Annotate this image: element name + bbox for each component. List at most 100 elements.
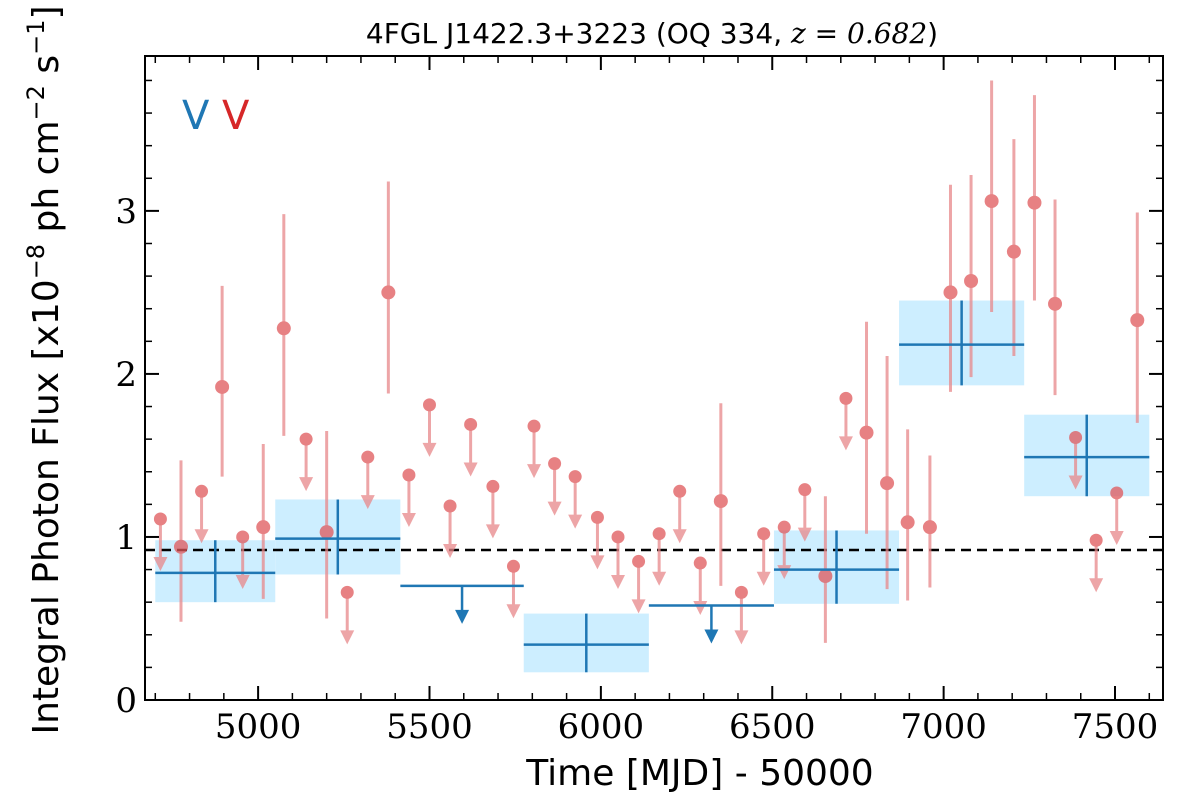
short-bin-ul-marker-10 xyxy=(361,450,375,464)
x-tick-label-5: 7500 xyxy=(1072,707,1159,747)
short-bin-ul-marker-2 xyxy=(195,484,209,498)
x-axis-ticks: 5000 5500 6000 6500 7000 7500 xyxy=(154,56,1159,747)
short-bin-point-24 xyxy=(652,527,667,586)
short-bin-marker-38 xyxy=(943,285,958,300)
short-bin-point-8 xyxy=(319,430,334,619)
short-bin-ul-arrow-28 xyxy=(734,630,749,645)
short-bin-ul-marker-23 xyxy=(632,554,646,568)
short-bin-marker-3 xyxy=(215,379,230,394)
short-bin-ul-arrow-0 xyxy=(153,557,168,572)
short-bin-ul-arrow-7 xyxy=(299,477,314,492)
y-tick-label-2: 2 xyxy=(115,355,137,395)
short-bin-ul-arrow-45 xyxy=(1089,578,1104,593)
long-bin-ul-arrow-4 xyxy=(704,629,719,644)
short-bin-ul-arrow-24 xyxy=(652,571,667,586)
short-bin-point-9 xyxy=(340,585,355,645)
short-bin-point-0 xyxy=(153,512,168,572)
short-bin-marker-34 xyxy=(859,425,874,440)
short-bin-marker-32 xyxy=(818,569,833,584)
chart-title: 4FGL J1422.3+3223 (OQ 334, z = 0.682) xyxy=(366,17,938,50)
short-bin-ul-arrow-44 xyxy=(1068,475,1083,490)
short-bin-ul-arrow-2 xyxy=(194,529,209,544)
short-bin-ul-arrow-19 xyxy=(547,501,562,516)
short-bin-point-10 xyxy=(360,450,375,510)
y-tick-label-3: 3 xyxy=(115,192,137,232)
short-bin-ul-marker-44 xyxy=(1069,431,1083,445)
short-bin-ul-arrow-16 xyxy=(485,524,500,539)
short-bin-ul-arrow-17 xyxy=(506,604,521,619)
short-bin-point-7 xyxy=(299,432,314,492)
short-bin-ul-arrow-14 xyxy=(443,543,458,558)
short-bin-point-38 xyxy=(943,184,958,392)
short-bin-point-37 xyxy=(922,455,937,588)
x-axis-label: Time [MJD] - 50000 xyxy=(525,753,873,794)
short-bin-ul-marker-24 xyxy=(652,527,666,541)
short-bin-ul-marker-21 xyxy=(590,510,604,524)
short-bin-ul-marker-12 xyxy=(402,468,416,482)
short-bin-ul-marker-4 xyxy=(236,530,250,544)
chart-title-redshift: z = 0.682 xyxy=(790,17,927,50)
short-bin-ul-arrow-12 xyxy=(401,513,416,528)
short-bin-marker-5 xyxy=(256,520,271,535)
short-bin-ul-marker-15 xyxy=(464,417,478,431)
short-bin-ul-marker-26 xyxy=(693,556,707,570)
short-bin-marker-39 xyxy=(964,273,979,288)
short-bin-ul-marker-9 xyxy=(340,585,354,599)
y-axis-label-main: Integral Photon Flux [x10 xyxy=(26,279,67,734)
short-bin-marker-36 xyxy=(900,515,915,530)
short-bin-point-18 xyxy=(527,419,542,479)
short-bin-marker-11 xyxy=(381,285,396,300)
short-bin-point-42 xyxy=(1027,95,1042,301)
y-tick-label-1: 1 xyxy=(115,518,137,558)
short-bin-point-16 xyxy=(485,479,500,539)
short-bin-marker-42 xyxy=(1027,195,1042,210)
short-bin-marker-40 xyxy=(984,194,999,209)
legend-entry-blue: V xyxy=(182,93,210,139)
short-bin-point-44 xyxy=(1068,431,1083,490)
short-bin-ul-marker-28 xyxy=(734,585,748,599)
y-axis-label-exp2: −2 xyxy=(22,85,50,120)
short-bin-point-33 xyxy=(838,391,853,451)
y-axis-label-exp1: −8 xyxy=(22,244,50,279)
short-bin-ul-marker-46 xyxy=(1110,486,1124,500)
plot-area: 5000 5500 6000 6500 7000 7500 0 1 2 3 xyxy=(115,55,1164,747)
long-bin-series xyxy=(155,300,1150,673)
short-bin-point-3 xyxy=(215,285,230,477)
y-axis-label-s: s xyxy=(26,55,67,85)
short-bin-point-15 xyxy=(463,417,478,477)
short-bin-point-47 xyxy=(1130,212,1145,423)
short-bin-point-36 xyxy=(900,429,915,601)
short-bin-marker-47 xyxy=(1130,313,1145,328)
short-bin-ul-arrow-25 xyxy=(672,529,687,544)
y-axis-label-end: ] xyxy=(26,5,67,19)
short-bin-marker-41 xyxy=(1006,244,1021,259)
short-bin-ul-marker-45 xyxy=(1089,533,1103,547)
x-tick-label-3: 6500 xyxy=(729,707,816,747)
short-bin-point-27 xyxy=(713,403,728,586)
short-bin-ul-arrow-33 xyxy=(838,436,853,451)
short-bin-ul-arrow-26 xyxy=(693,601,708,616)
short-bin-point-6 xyxy=(276,214,291,436)
short-bin-ul-marker-18 xyxy=(527,419,541,433)
short-bin-marker-8 xyxy=(319,525,334,540)
short-bin-ul-marker-25 xyxy=(673,484,687,498)
short-bin-marker-37 xyxy=(922,520,937,535)
short-bin-point-19 xyxy=(547,457,562,516)
short-bin-point-2 xyxy=(194,484,209,544)
short-bin-ul-arrow-4 xyxy=(235,574,250,589)
y-axis-label-mid: ph cm xyxy=(26,120,67,243)
short-bin-ul-arrow-13 xyxy=(422,442,437,457)
short-bin-point-41 xyxy=(1006,139,1021,356)
short-bin-point-28 xyxy=(734,585,749,645)
x-tick-label-0: 5000 xyxy=(215,707,302,747)
legend: V V xyxy=(182,93,250,139)
short-bin-ul-marker-14 xyxy=(443,499,457,513)
long-bin-ul-arrow-2 xyxy=(455,609,470,624)
short-bin-ul-arrow-9 xyxy=(340,630,355,645)
short-bin-point-22 xyxy=(611,530,626,589)
short-bin-point-13 xyxy=(422,398,437,457)
short-bin-point-25 xyxy=(672,484,687,544)
chart-title-end: ) xyxy=(927,17,938,50)
short-bin-marker-35 xyxy=(880,476,895,491)
short-bin-ul-arrow-46 xyxy=(1109,530,1124,545)
